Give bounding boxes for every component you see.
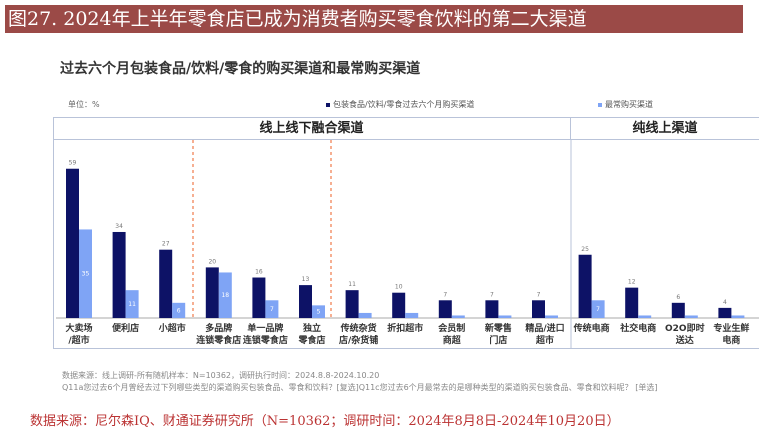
bar-light	[451, 315, 465, 318]
category-label: 零食店	[297, 334, 325, 346]
data-label-dark: 13	[302, 276, 310, 283]
category-label: 专业生鲜	[713, 322, 749, 334]
legend-item-light: 最常购买渠道	[598, 99, 653, 110]
bar-light	[405, 312, 419, 318]
data-label-light: 5	[317, 309, 321, 316]
data-label-light: 35	[82, 271, 90, 278]
bar-dark	[205, 267, 219, 318]
category-label: 送达	[675, 334, 694, 346]
group-header-online: 纯线上渠道	[571, 117, 759, 140]
category-label: 大卖场	[65, 322, 92, 334]
bar-dark	[66, 168, 79, 318]
source-note: 数据来源：尼尔森IQ、财通证券研究所（N=10362；调研时间：2024年8月8…	[30, 414, 620, 429]
category-label: O2O即时	[665, 322, 705, 334]
data-label-dark: 7	[490, 291, 494, 298]
category-label: 传统杂货	[340, 322, 377, 334]
category-label: 新零售	[485, 322, 512, 334]
category-label: 店/杂货铺	[339, 334, 378, 346]
category-label: /超市	[68, 334, 89, 346]
footnote-line1: 数据来源：线上调研-所有随机样本：N=10362，调研执行时间：2024.8.8…	[62, 371, 380, 380]
data-label-light: 11	[128, 301, 136, 308]
bar-dark	[532, 300, 545, 318]
data-label-dark: 12	[628, 279, 636, 286]
legend-item-dark: 包装食品/饮料/零食过去六个月购买渠道	[326, 99, 474, 110]
bar-light	[312, 305, 325, 318]
category-label: 连锁零食店	[243, 334, 288, 346]
category-label: 便利店	[112, 322, 139, 334]
category-label: 连锁零食店	[196, 334, 241, 346]
category-label: 会员制	[438, 322, 465, 334]
category-label: 门店	[489, 334, 507, 346]
bar-dark	[578, 254, 592, 318]
bar-light	[79, 229, 92, 318]
figure-banner: 图27. 2024年上半年零食店已成为消费者购买零食饮料的第二大渠道	[5, 5, 743, 33]
bar-dark	[112, 231, 126, 318]
bar-light	[545, 315, 558, 318]
category-label: 精品/进口	[525, 322, 564, 334]
data-label-light: 7	[270, 306, 274, 313]
category-label: 多品牌	[205, 322, 232, 334]
bar-light	[358, 312, 372, 318]
bar-light	[684, 315, 698, 318]
bar-light	[638, 315, 652, 318]
category-label: 电商	[722, 334, 740, 346]
data-label-dark: 34	[115, 223, 123, 230]
legend-label: 最常购买渠道	[605, 100, 653, 109]
category-label: 单一品牌	[247, 322, 283, 334]
bar-light	[218, 272, 232, 318]
bar-light	[591, 300, 605, 318]
bar-light	[172, 302, 186, 318]
bar-light	[498, 315, 512, 318]
bar-dark	[625, 287, 639, 318]
bar-dark	[252, 277, 266, 318]
category-label: 独立	[302, 322, 321, 334]
unit-label: 单位：%	[68, 100, 100, 109]
chart-title: 过去六个月包装食品/饮料/零食的购买渠道和最常购买渠道	[60, 61, 421, 77]
bar-dark	[159, 249, 173, 318]
category-label: 小超市	[158, 322, 186, 334]
bar-dark	[345, 290, 359, 318]
data-label-dark: 25	[581, 246, 589, 253]
bar-light	[125, 290, 139, 318]
category-label: 超市	[535, 334, 554, 346]
data-label-dark: 27	[162, 241, 170, 248]
bar-dark	[392, 292, 406, 318]
data-label-dark: 7	[443, 291, 447, 298]
bar-dark	[438, 300, 452, 318]
category-label: 传统电商	[573, 322, 610, 334]
group-header-omni: 线上线下融合渠道	[53, 117, 571, 140]
bar-dark	[485, 300, 499, 318]
category-label: 社交电商	[619, 322, 656, 334]
legend-swatch-light	[598, 102, 602, 107]
data-label-light: 7	[596, 306, 600, 313]
data-label-dark: 4	[723, 299, 727, 306]
data-label-dark: 10	[395, 284, 403, 291]
footnote-line2: Q11a您过去6个月曾经去过下列哪些类型的渠道购买包装食品、零食和饮料？[复选]…	[62, 383, 658, 392]
bar-dark	[299, 285, 312, 318]
chart-frame	[53, 117, 759, 349]
data-label-dark: 59	[69, 160, 77, 167]
bar-dark	[718, 307, 732, 318]
category-label: 折扣超市	[387, 322, 423, 334]
data-label-dark: 16	[255, 269, 263, 276]
data-label-dark: 6	[676, 294, 680, 301]
bar-light	[265, 300, 279, 318]
data-label-dark: 7	[537, 291, 541, 298]
data-label-dark: 11	[348, 281, 356, 288]
data-label-dark: 20	[208, 258, 216, 265]
legend-swatch-dark	[326, 102, 330, 107]
category-label: 商超	[443, 334, 462, 346]
data-label-light: 18	[221, 292, 229, 299]
bar-dark	[671, 302, 685, 318]
bar-light	[731, 315, 745, 318]
legend-label: 包装食品/饮料/零食过去六个月购买渠道	[333, 100, 475, 109]
data-label-light: 6	[177, 307, 181, 314]
